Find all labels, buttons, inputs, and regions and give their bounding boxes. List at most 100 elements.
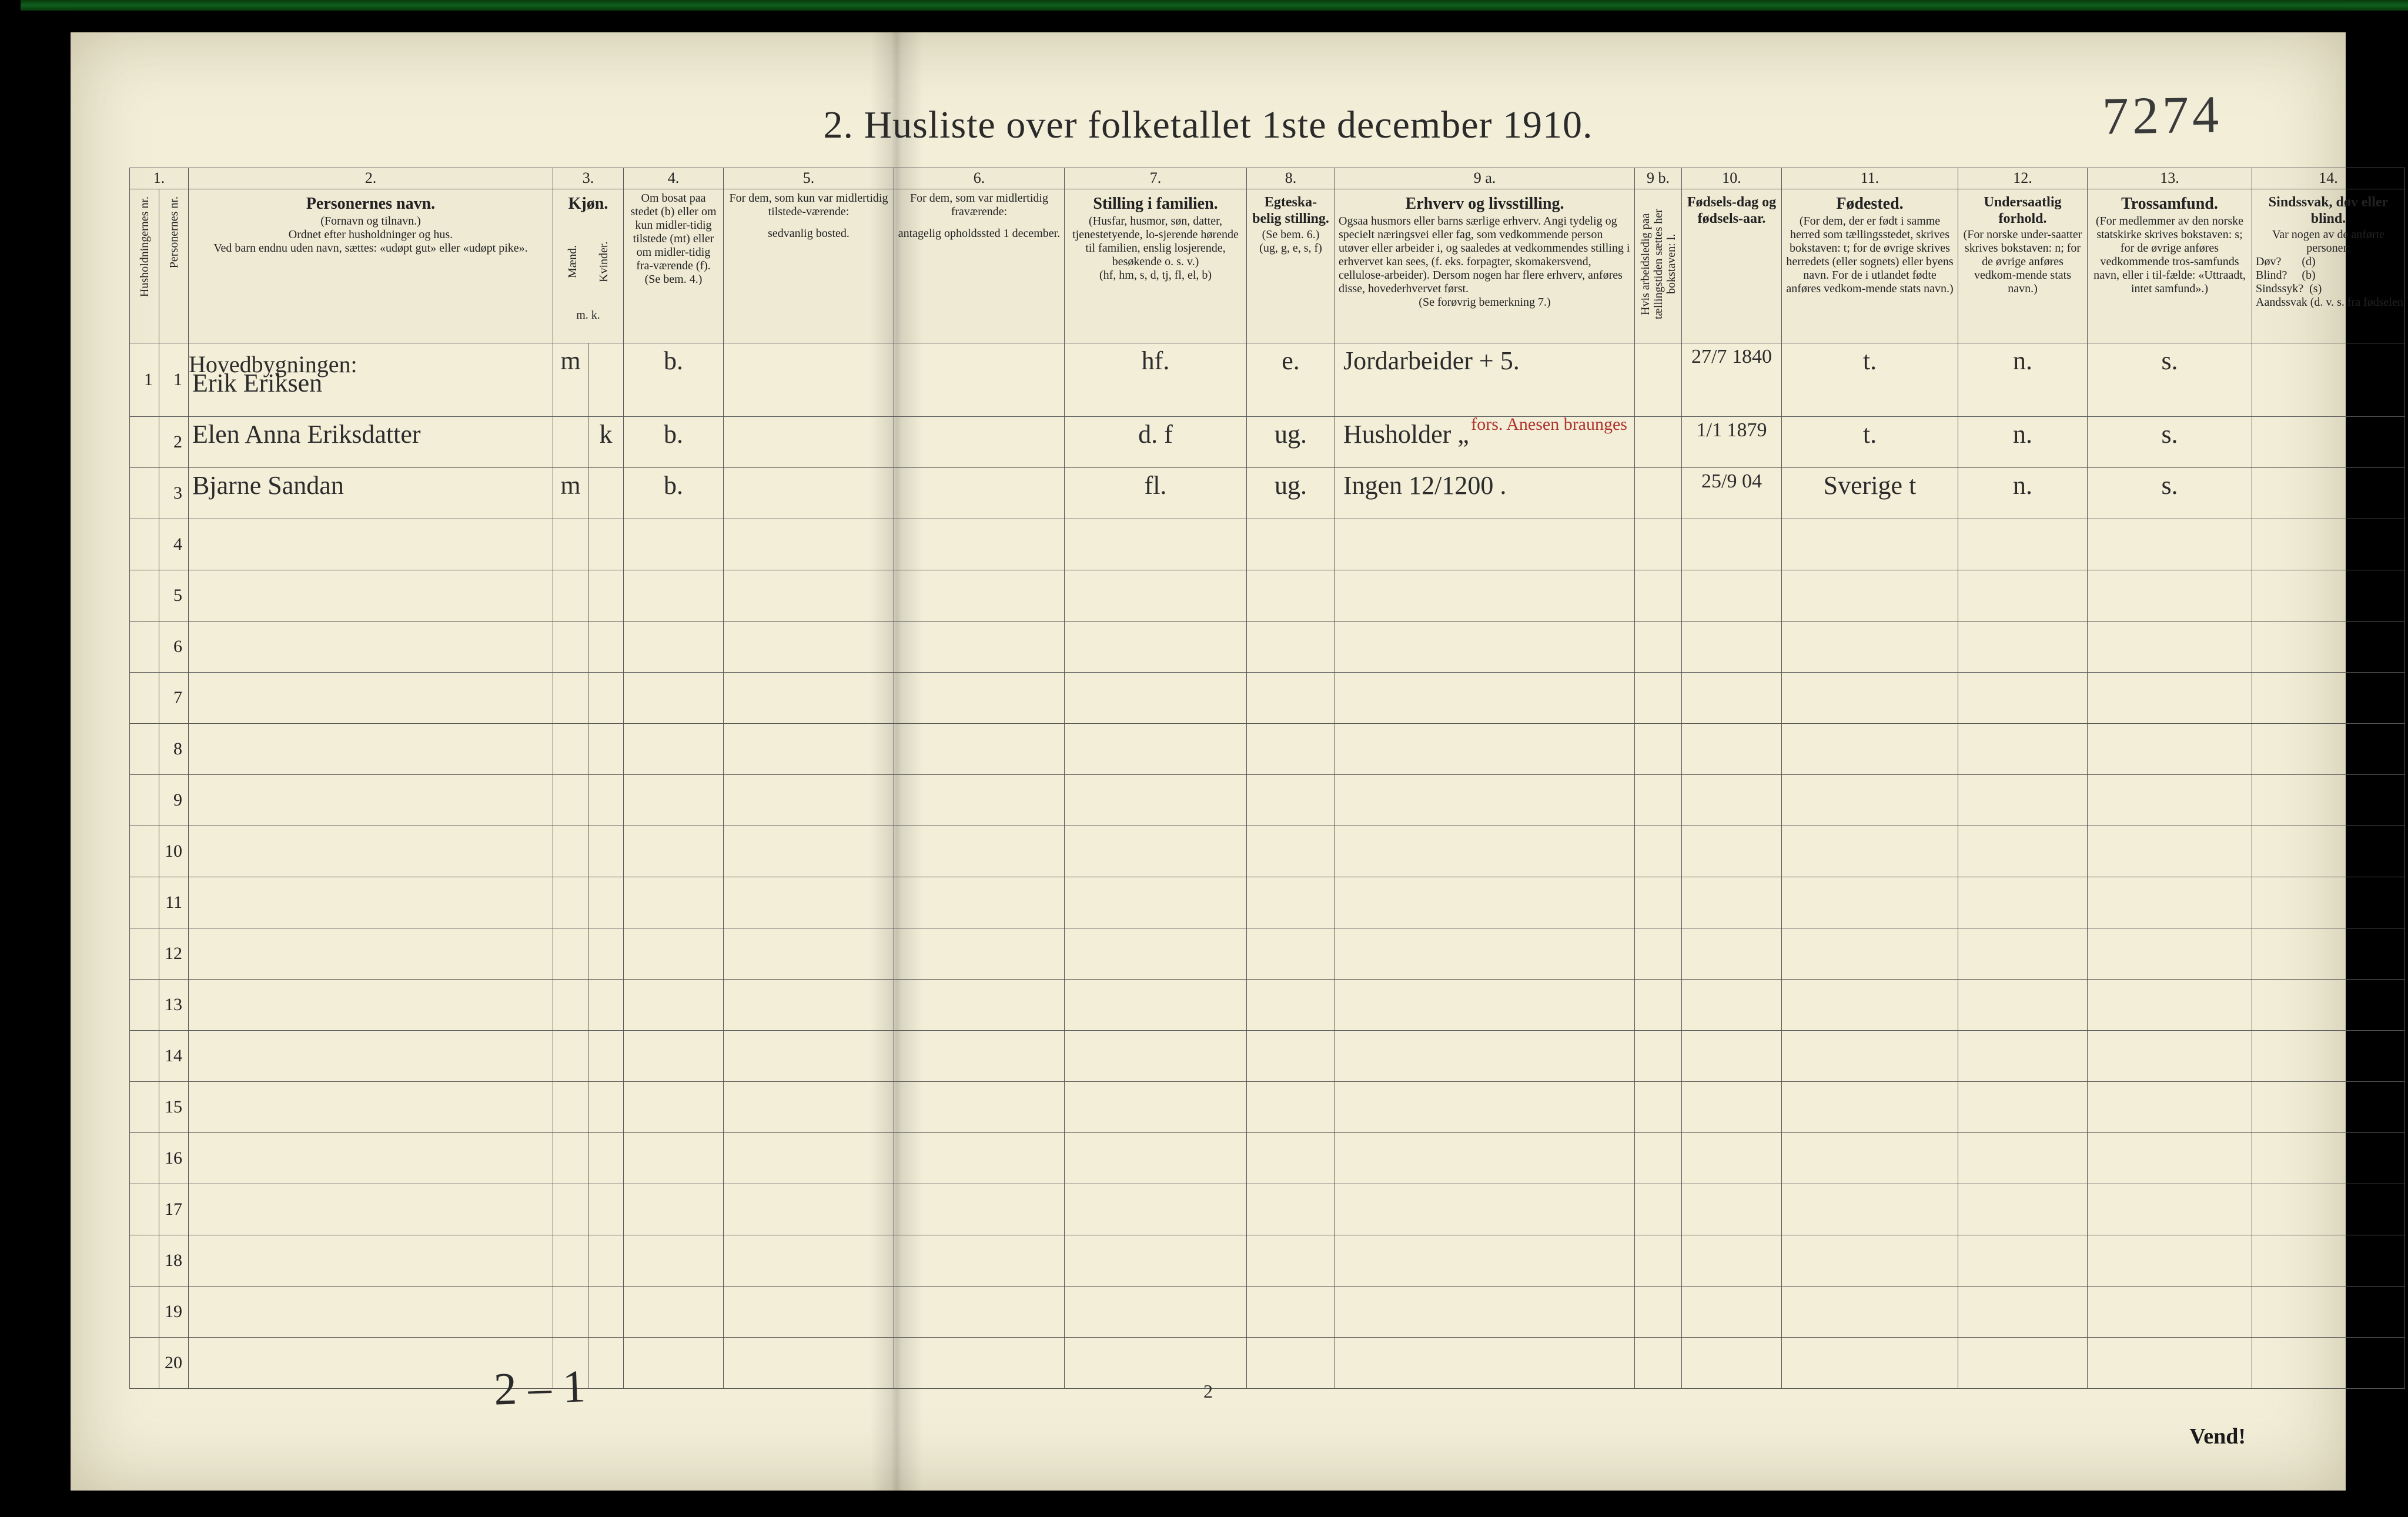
table-cell (1635, 621, 1682, 672)
row-number: 14 (159, 1030, 189, 1081)
col-7-head: Stilling i familien. (Husfar, husmor, sø… (1065, 189, 1247, 343)
table-cell (189, 1235, 553, 1286)
table-cell (1958, 1081, 2088, 1132)
table-cell (1958, 519, 2088, 570)
table-cell (1065, 1184, 1247, 1235)
table-row: 7 (130, 672, 2405, 723)
table-cell (2088, 826, 2252, 877)
row-number: 11 (159, 877, 189, 928)
table-cell (1247, 1081, 1335, 1132)
table-cell (1065, 979, 1247, 1030)
table-cell: d. f (1065, 416, 1247, 467)
table-cell (2252, 570, 2405, 621)
table-cell (1065, 826, 1247, 877)
table-cell (624, 979, 724, 1030)
table-cell (894, 928, 1065, 979)
col-11-head: Fødested. (For dem, der er født i samme … (1782, 189, 1958, 343)
table-cell (1682, 877, 1782, 928)
table-cell (1335, 672, 1635, 723)
table-cell (894, 1030, 1065, 1081)
col-2-sub1: (Fornavn og tilnavn.) (192, 215, 549, 228)
table-row: 8 (130, 723, 2405, 774)
table-body: 11Hovedbygningen:Erik Eriksenmb.hf.e.Jor… (130, 343, 2405, 1388)
table-cell (189, 1081, 553, 1132)
table-cell (894, 672, 1065, 723)
table-cell (2088, 1235, 2252, 1286)
table-cell (1247, 774, 1335, 826)
table-row: 17 (130, 1184, 2405, 1235)
table-cell (2252, 1081, 2405, 1132)
table-cell (2088, 1132, 2252, 1184)
table-cell (624, 1132, 724, 1184)
table-cell: n. (1958, 467, 2088, 519)
table-cell (2088, 774, 2252, 826)
table-cell (1635, 1184, 1682, 1235)
table-cell (1635, 672, 1682, 723)
table-cell (1782, 1286, 1958, 1337)
table-cell (724, 519, 894, 570)
table-cell (1782, 877, 1958, 928)
table-cell: Husholder „fors. Anesen braunges (1335, 416, 1635, 467)
scan-frame: 2. Husliste over folketallet 1ste decemb… (0, 0, 2408, 1517)
table-cell (1335, 1184, 1635, 1235)
table-cell (1635, 1235, 1682, 1286)
table-cell (553, 928, 588, 979)
table-cell (1682, 1286, 1782, 1337)
row-number: 16 (159, 1132, 189, 1184)
table-cell (553, 723, 588, 774)
table-cell (2252, 826, 2405, 877)
table-cell (1958, 723, 2088, 774)
table-cell (1247, 621, 1335, 672)
table-cell (724, 979, 894, 1030)
table-cell (588, 1184, 624, 1235)
table-cell (130, 928, 159, 979)
table-cell (2252, 774, 2405, 826)
table-cell (1958, 979, 2088, 1030)
table-cell (1682, 1030, 1782, 1081)
table-cell: Ingen 12/1200 . (1335, 467, 1635, 519)
table-cell (189, 1030, 553, 1081)
col-4-foot: (Se bem. 4.) (627, 273, 720, 286)
table-cell (588, 343, 624, 416)
col-3-foot: m. k. (557, 309, 620, 322)
table-cell (2252, 1132, 2405, 1184)
table-cell: ug. (1247, 416, 1335, 467)
row-number: 18 (159, 1235, 189, 1286)
table-cell (624, 1286, 724, 1337)
table-cell (1958, 1030, 2088, 1081)
table-cell (1958, 672, 2088, 723)
table-cell: Elen Anna Eriksdatter (189, 416, 553, 467)
table-cell (588, 1286, 624, 1337)
table-cell (2088, 1286, 2252, 1337)
table-cell (2088, 979, 2252, 1030)
table-cell (1682, 519, 1782, 570)
table-cell (130, 416, 159, 467)
table-cell (1782, 621, 1958, 672)
table-cell (1782, 1132, 1958, 1184)
table-cell (1247, 570, 1335, 621)
colnum-1: 1. (130, 168, 189, 189)
row-number: 10 (159, 826, 189, 877)
table-cell (1335, 1286, 1635, 1337)
table-cell (724, 826, 894, 877)
table-cell (1958, 1235, 2088, 1286)
col-8-sub1: (Se bem. 6.) (1250, 228, 1331, 242)
col-2-sub2: Ordnet efter husholdninger og hus. (192, 228, 549, 242)
col-13-sub1: (For medlemmer av den norske statskirke … (2091, 215, 2248, 296)
table-cell (189, 1132, 553, 1184)
table-cell (1335, 570, 1635, 621)
table-row: 2Elen Anna Eriksdatterkb.d. fug.Husholde… (130, 416, 2405, 467)
table-cell: 2 (159, 416, 189, 467)
col-6-l2: antagelig opholdssted 1 december. (898, 227, 1061, 240)
table-cell (2252, 877, 2405, 928)
table-cell: 1 (159, 343, 189, 416)
table-row: 3Bjarne Sandanmb.fl.ug.Ingen 12/1200 .25… (130, 467, 2405, 519)
printed-page-number: 2 (71, 1381, 2346, 1402)
col-3-head: Kjøn. Mænd. Kvinder. m. k. (553, 189, 624, 343)
table-cell: ug. (1247, 467, 1335, 519)
table-cell (130, 1286, 159, 1337)
table-cell (588, 774, 624, 826)
table-cell (1635, 723, 1682, 774)
table-cell (624, 774, 724, 826)
table-cell (1682, 928, 1782, 979)
